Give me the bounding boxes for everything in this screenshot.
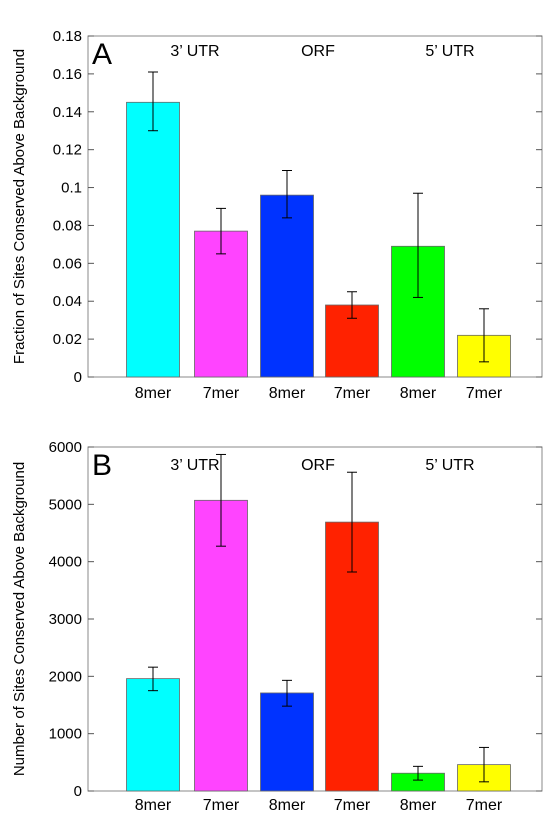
y-tick-label: 0.16 [53,66,82,83]
chart-panel-b: 0 1000 2000 3000 4000 5000 6000 8mer 7mer 8mer 7me… [11,439,543,814]
group-label: 5’ UTR [425,457,474,474]
y-tick-label: 6000 [49,439,82,456]
x-category-label: 8mer [269,797,306,814]
y-tick-label: 3000 [49,611,82,628]
y-tick-label: 0 [74,369,82,386]
y-tick-label: 0.04 [53,293,82,310]
bar [194,499,248,792]
y-tick-label: 0.08 [53,217,82,234]
y-tick-label: 1000 [49,726,82,743]
x-category-label: 8mer [400,385,437,402]
bar [260,194,314,378]
group-label: 3’ UTR [170,457,219,474]
panel-letter: B [92,449,112,482]
y-tick-label: 0.06 [53,255,82,272]
y-tick-label: 4000 [49,554,82,571]
x-category-label: 7mer [466,385,503,402]
y-tick-label: 2000 [49,668,82,685]
group-label: 3’ UTR [170,43,219,60]
bar [126,101,180,378]
x-category-label: 7mer [203,797,240,814]
group-label: ORF [301,43,335,60]
y-tick-label: 0.1 [61,180,82,197]
bar [260,692,314,792]
y-tick-label: 5000 [49,496,82,513]
y-tick-label: 0.18 [53,28,82,45]
y-tick-label: 0.14 [53,104,82,121]
y-axis-label: Number of Sites Conserved Above Backgrou… [11,462,28,776]
x-category-label: 8mer [135,797,172,814]
bar [325,304,379,378]
plot-frame [87,35,543,378]
y-tick-label: 0 [74,783,82,800]
panel-letter: A [92,38,112,71]
bar [126,678,180,792]
x-category-label: 7mer [466,797,503,814]
x-category-label: 7mer [203,385,240,402]
group-label: 5’ UTR [425,43,474,60]
x-category-label: 8mer [400,797,437,814]
chart-panel-a: 0 0.02 0.04 0.06 0.08 0.1 0.12 0.14 0.16 0.18 8mer… [11,28,543,402]
x-category-label: 8mer [269,385,306,402]
x-category-label: 8mer [135,385,172,402]
x-category-label: 7mer [334,385,371,402]
group-label: ORF [301,457,335,474]
bar [194,230,248,378]
y-tick-label: 0.02 [53,331,82,348]
x-category-label: 7mer [334,797,371,814]
y-axis-label: Fraction of Sites Conserved Above Backgr… [11,49,28,364]
y-tick-label: 0.12 [53,142,82,159]
